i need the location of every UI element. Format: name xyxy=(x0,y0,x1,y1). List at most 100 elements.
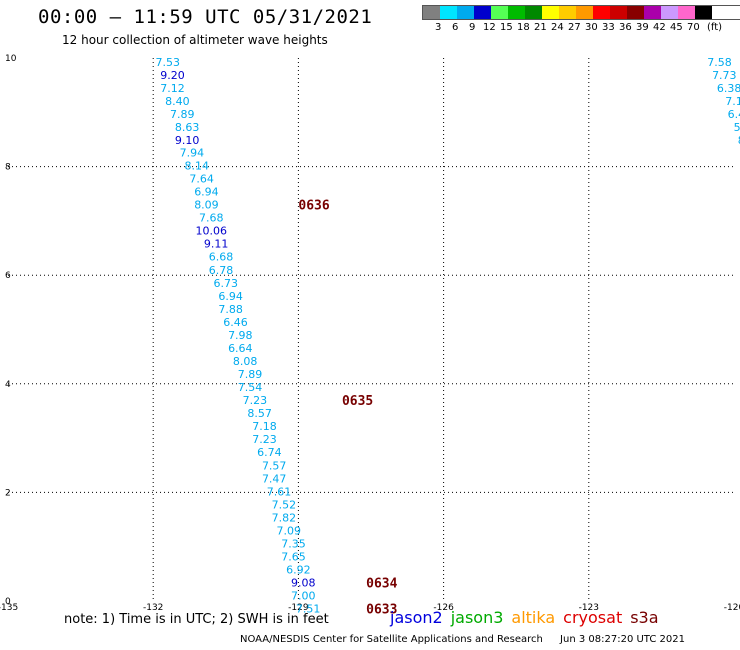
swh-value: 7.23 xyxy=(243,394,268,407)
swh-value: 7.89 xyxy=(170,108,195,121)
x-tick-label: -120 xyxy=(724,603,740,613)
color-legend: 3 6 9 12 15 18 21 24 27 30 33 36 39 42 45 70 (ft) xyxy=(422,5,740,33)
y-tick-label: 0 xyxy=(5,597,11,607)
swh-value: 5. xyxy=(734,121,740,134)
color-swatch xyxy=(542,6,559,19)
color-legend-label: 15 xyxy=(500,22,513,33)
swh-value: 8.08 xyxy=(233,355,258,368)
color-swatch xyxy=(610,6,627,19)
swh-value: 6.73 xyxy=(214,277,239,290)
swh-value: 7.65 xyxy=(281,550,306,563)
color-swatch xyxy=(457,6,474,19)
swh-value: 7.47 xyxy=(262,472,287,485)
swh-value: 7.61 xyxy=(267,485,292,498)
color-swatch xyxy=(508,6,525,19)
color-legend-label: 45 xyxy=(670,22,683,33)
x-tick-label: -132 xyxy=(143,603,163,613)
time-label: 0635 xyxy=(342,394,373,409)
swh-value: 7.82 xyxy=(272,511,297,524)
x-tick-label: -123 xyxy=(579,603,599,613)
satellite-jason2: jason2 xyxy=(390,608,443,627)
swh-value: 7.54 xyxy=(238,381,263,394)
y-tick-label: 10 xyxy=(5,54,17,64)
swh-value: 6.68 xyxy=(209,251,234,264)
swh-value: 7.52 xyxy=(272,498,297,511)
color-legend-label: 33 xyxy=(602,22,615,33)
color-legend-label: 30 xyxy=(585,22,598,33)
swh-value: 8.63 xyxy=(175,121,200,134)
color-legend-label: 39 xyxy=(636,22,649,33)
color-legend-label: 18 xyxy=(517,22,530,33)
time-label: 0633 xyxy=(366,603,397,618)
color-swatch xyxy=(661,6,678,19)
satellite-cryosat: cryosat xyxy=(563,608,623,627)
swh-value: 7.73 xyxy=(712,69,737,82)
swh-value: 6.38 xyxy=(717,82,740,95)
swh-value: 8.14 xyxy=(185,160,210,173)
swh-value: 10.06 xyxy=(196,225,228,238)
color-swatch xyxy=(559,6,576,19)
color-legend-label: 42 xyxy=(653,22,666,33)
swh-value: 6.74 xyxy=(257,446,282,459)
swh-value: 7.98 xyxy=(228,329,253,342)
color-legend-label: 12 xyxy=(483,22,496,33)
color-legend-labels: 3 6 9 12 15 18 21 24 27 30 33 36 39 42 45 70 (ft) xyxy=(422,20,740,33)
y-tick-label: 8 xyxy=(5,163,11,173)
y-tick-label: 4 xyxy=(5,380,11,390)
footer-note: note: 1) Time is in UTC; 2) SWH is in fe… xyxy=(64,612,329,627)
color-legend-label: 6 xyxy=(452,22,459,33)
time-label: 0634 xyxy=(366,577,397,592)
swh-value: 7.12 xyxy=(160,82,185,95)
color-legend-label: 3 xyxy=(435,22,442,33)
color-legend-label: 36 xyxy=(619,22,632,33)
swh-value: 8 xyxy=(738,134,740,147)
color-swatch xyxy=(576,6,593,19)
swh-value: 7.57 xyxy=(262,459,287,472)
satellite-jason3: jason3 xyxy=(450,608,504,627)
color-swatch xyxy=(593,6,610,19)
color-swatch xyxy=(627,6,644,19)
color-swatch xyxy=(525,6,542,19)
swh-value: 7.09 xyxy=(276,524,301,537)
swh-value: 7.00 xyxy=(291,590,316,603)
swh-value: 6.78 xyxy=(209,264,234,277)
satellite-legend: jason2 jason3 altika cryosat s3a xyxy=(390,608,667,627)
swh-value: 6.4 xyxy=(728,108,740,121)
swh-value: 6.94 xyxy=(218,290,243,303)
swh-value: 7.53 xyxy=(155,56,180,69)
color-swatch xyxy=(491,6,508,19)
chart-subtitle: 12 hour collection of altimeter wave hei… xyxy=(62,33,328,47)
swh-value: 7.88 xyxy=(218,303,243,316)
swh-value: 7.89 xyxy=(238,368,263,381)
swh-value: 9.08 xyxy=(291,577,316,590)
color-swatch xyxy=(678,6,695,19)
color-swatch xyxy=(423,6,440,19)
color-legend-label: 24 xyxy=(551,22,564,33)
swh-value: 9.20 xyxy=(160,69,185,82)
swh-value: 7.51 xyxy=(296,603,321,616)
time-label: 0636 xyxy=(298,199,329,214)
swh-value: 8.09 xyxy=(194,199,219,212)
color-swatch xyxy=(644,6,661,19)
credit-text: NOAA/NESDIS Center for Satellite Applica… xyxy=(240,634,543,645)
x-tick-label: -126 xyxy=(433,603,454,613)
swh-value: 6.46 xyxy=(223,316,248,329)
satellite-altika: altika xyxy=(511,608,556,627)
color-legend-label: 70 xyxy=(687,22,700,33)
footer-credit: NOAA/NESDIS Center for Satellite Applica… xyxy=(240,634,685,645)
swh-value: 7.58 xyxy=(707,56,732,69)
swh-value: 7.64 xyxy=(189,173,214,186)
swh-value: 7.68 xyxy=(199,212,224,225)
swh-value: 8.40 xyxy=(165,95,190,108)
color-swatch xyxy=(440,6,457,19)
x-tick-label: -135 xyxy=(0,603,18,613)
y-tick-label: 2 xyxy=(5,488,11,498)
color-legend-label: 21 xyxy=(534,22,547,33)
swh-value: 7.1 xyxy=(725,95,740,108)
chart-title: 00:00 – 11:59 UTC 05/31/2021 xyxy=(38,6,373,28)
swh-value: 9.11 xyxy=(204,238,229,251)
satellite-s3a: s3a xyxy=(630,608,659,627)
color-legend-label: 9 xyxy=(469,22,476,33)
swh-value: 6.94 xyxy=(194,186,219,199)
